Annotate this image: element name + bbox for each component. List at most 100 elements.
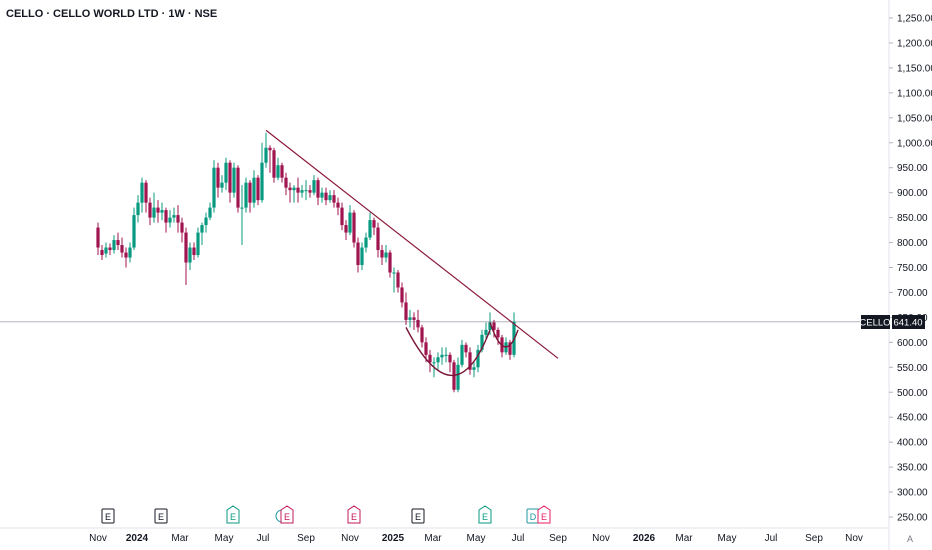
- price-axis[interactable]: 1,250.00 1,200.00 1,150.00 1,100.00 1,050.00…: [889, 14, 932, 524]
- candle[interactable]: [268, 145, 272, 173]
- earnings-icon[interactable]: E: [226, 505, 240, 524]
- handle-curve[interactable]: [489, 322, 519, 348]
- candle[interactable]: [116, 232, 120, 251]
- candle[interactable]: [204, 212, 208, 233]
- trend-line[interactable]: [265, 129, 559, 359]
- candle[interactable]: [332, 190, 336, 208]
- candle[interactable]: [440, 347, 444, 365]
- candle[interactable]: [120, 237, 124, 258]
- candle[interactable]: [340, 202, 344, 231]
- candle[interactable]: [292, 185, 296, 203]
- candle[interactable]: [384, 245, 388, 263]
- candle[interactable]: [104, 242, 108, 258]
- candle[interactable]: [124, 247, 128, 268]
- candle[interactable]: [364, 232, 368, 253]
- candle[interactable]: [464, 342, 468, 358]
- candle[interactable]: [152, 192, 156, 223]
- candle[interactable]: [168, 210, 172, 228]
- earnings-icon[interactable]: E: [154, 508, 168, 524]
- auto-scale-button[interactable]: A: [907, 534, 913, 544]
- candle[interactable]: [280, 162, 284, 183]
- candle[interactable]: [408, 309, 412, 328]
- candle[interactable]: [256, 175, 260, 206]
- candle[interactable]: [472, 362, 476, 378]
- candle[interactable]: [164, 207, 168, 233]
- candle[interactable]: [108, 243, 112, 256]
- candle[interactable]: [348, 205, 352, 236]
- candle[interactable]: [172, 207, 176, 223]
- candle[interactable]: [96, 222, 100, 256]
- earnings-icon[interactable]: E: [280, 505, 294, 524]
- candle[interactable]: [324, 187, 328, 206]
- earnings-icon[interactable]: E: [101, 508, 115, 524]
- candle[interactable]: [460, 339, 464, 368]
- candle[interactable]: [140, 177, 144, 213]
- candle[interactable]: [220, 175, 224, 193]
- candle[interactable]: [476, 344, 480, 373]
- candle[interactable]: [180, 217, 184, 243]
- candle[interactable]: [264, 132, 268, 168]
- candle[interactable]: [412, 312, 416, 330]
- candle[interactable]: [276, 157, 280, 181]
- candle[interactable]: [196, 227, 200, 258]
- earnings-icon[interactable]: E: [411, 508, 425, 524]
- candle[interactable]: [308, 185, 312, 198]
- candle[interactable]: [228, 160, 232, 203]
- candle[interactable]: [184, 227, 188, 285]
- candle[interactable]: [376, 222, 380, 258]
- candle[interactable]: [232, 162, 236, 198]
- candle[interactable]: [404, 292, 408, 325]
- candle[interactable]: [208, 202, 212, 221]
- candle[interactable]: [396, 269, 400, 293]
- candle[interactable]: [144, 180, 148, 213]
- candle[interactable]: [484, 322, 488, 340]
- candle[interactable]: [444, 347, 448, 363]
- candle[interactable]: [216, 162, 220, 198]
- candle[interactable]: [296, 177, 300, 203]
- candle[interactable]: [284, 172, 288, 196]
- candle[interactable]: [192, 242, 196, 261]
- candle[interactable]: [248, 180, 252, 213]
- candle[interactable]: [320, 187, 324, 203]
- candle[interactable]: [428, 349, 432, 373]
- candle[interactable]: [436, 352, 440, 370]
- candle[interactable]: [388, 250, 392, 278]
- candle[interactable]: [136, 195, 140, 223]
- earnings-icon[interactable]: E: [537, 505, 551, 524]
- earnings-icon[interactable]: E: [347, 505, 361, 524]
- candle[interactable]: [236, 165, 240, 213]
- candle[interactable]: [372, 217, 376, 236]
- candle[interactable]: [176, 205, 180, 233]
- candle[interactable]: [212, 160, 216, 213]
- candle[interactable]: [300, 185, 304, 198]
- candle[interactable]: [420, 324, 424, 348]
- candle[interactable]: [240, 185, 244, 246]
- candle[interactable]: [368, 212, 372, 241]
- candle[interactable]: [512, 312, 516, 358]
- candle[interactable]: [468, 347, 472, 375]
- candle[interactable]: [244, 177, 248, 213]
- earnings-icon[interactable]: E: [478, 505, 492, 524]
- candle[interactable]: [352, 210, 356, 248]
- candle[interactable]: [224, 157, 228, 191]
- candle[interactable]: [452, 359, 456, 393]
- candle[interactable]: [360, 242, 364, 270]
- candle[interactable]: [200, 222, 204, 246]
- candle[interactable]: [260, 142, 264, 203]
- candle[interactable]: [312, 175, 316, 196]
- time-axis[interactable]: Nov 2024 Mar May Jul Sep Nov 2025 Mar May Jul Sep No…: [89, 533, 863, 544]
- candle[interactable]: [288, 182, 292, 203]
- candle[interactable]: [160, 202, 164, 221]
- candle[interactable]: [344, 220, 348, 241]
- candle[interactable]: [356, 237, 360, 273]
- candle[interactable]: [316, 177, 320, 206]
- candle[interactable]: [328, 190, 332, 203]
- candle[interactable]: [100, 245, 104, 261]
- candle[interactable]: [380, 245, 384, 266]
- candle[interactable]: [156, 200, 160, 223]
- candle[interactable]: [272, 147, 276, 183]
- cup-curve[interactable]: [405, 327, 491, 376]
- candle[interactable]: [112, 235, 116, 254]
- candle[interactable]: [448, 352, 452, 373]
